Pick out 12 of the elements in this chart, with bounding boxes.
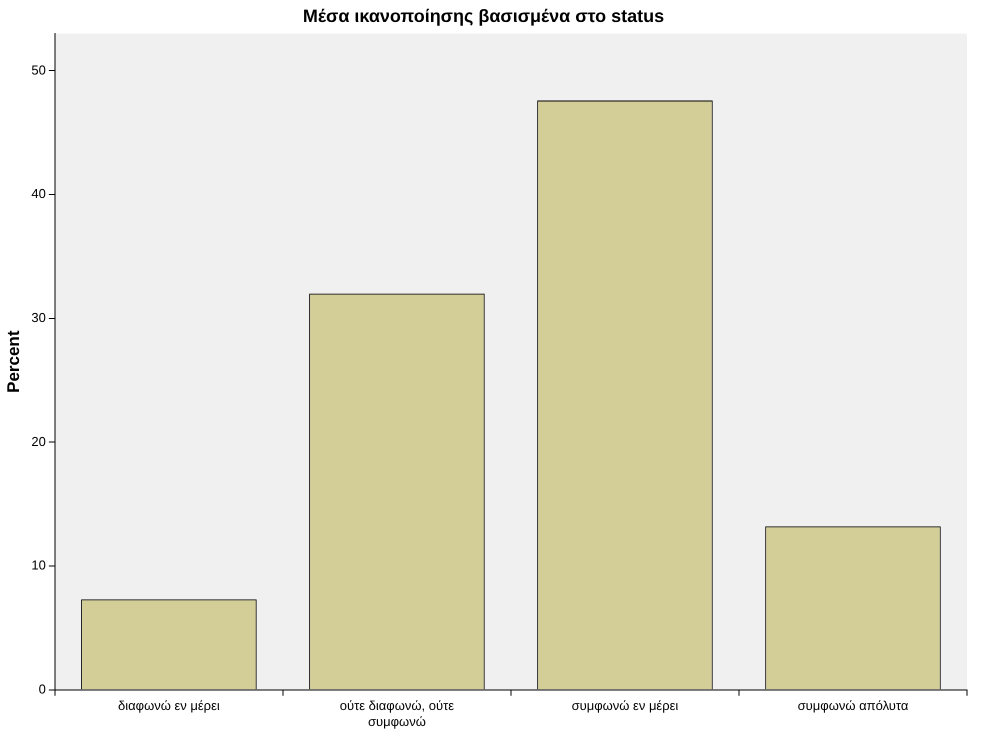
y-tick-label: 0: [38, 681, 46, 696]
y-tick-label: 20: [31, 434, 46, 449]
y-tick-label: 50: [31, 62, 46, 78]
y-tick-label: 30: [31, 310, 46, 325]
x-tick-label: συμφωνώ εν μέρει: [572, 698, 678, 714]
x-tick-label: ούτε διαφωνώ, ούτε συμφωνώ: [340, 698, 454, 729]
y-axis-title: Percent: [4, 330, 23, 393]
y-tick-label: 40: [31, 186, 46, 202]
x-tick-label: διαφωνώ εν μέρει: [118, 698, 220, 714]
x-tick-label: συμφωνώ απόλυτα: [798, 698, 909, 714]
chart-title: Μέσα ικανοποίησης βασισμένα στο status: [302, 6, 664, 26]
y-tick-label: 10: [31, 558, 46, 573]
